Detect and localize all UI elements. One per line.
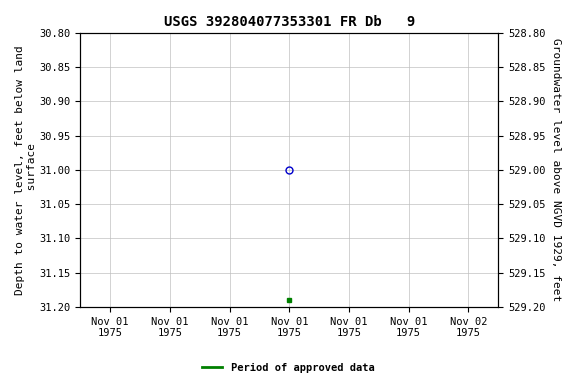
Y-axis label: Groundwater level above NGVD 1929, feet: Groundwater level above NGVD 1929, feet xyxy=(551,38,561,301)
Title: USGS 392804077353301 FR Db   9: USGS 392804077353301 FR Db 9 xyxy=(164,15,415,29)
Legend: Period of approved data: Period of approved data xyxy=(198,359,378,377)
Y-axis label: Depth to water level, feet below land
 surface: Depth to water level, feet below land su… xyxy=(15,45,37,295)
